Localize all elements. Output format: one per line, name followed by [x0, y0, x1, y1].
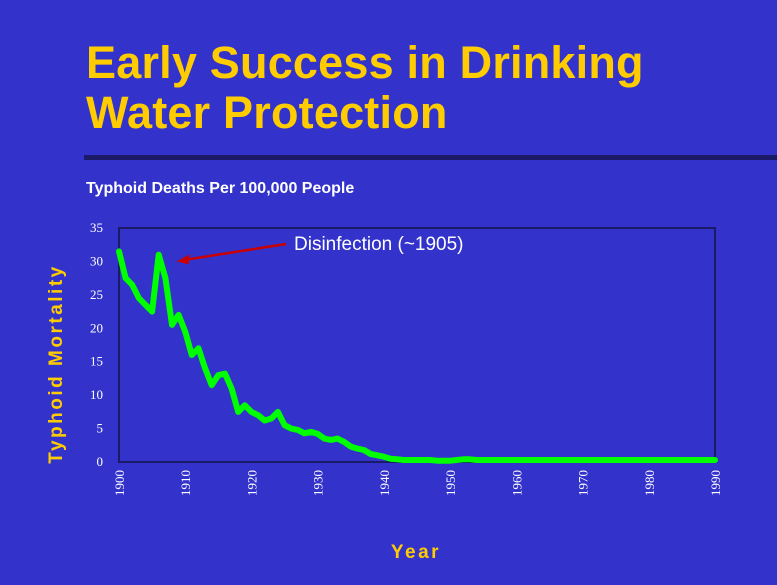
y-axis-ticks: 0 5 10 15 20 25 30 35	[90, 220, 103, 469]
x-tick-label: 1900	[112, 470, 127, 496]
plot-area	[118, 227, 716, 463]
y-tick-label: 35	[90, 220, 103, 235]
y-tick-label: 5	[97, 421, 104, 436]
slide-title-line1: Early Success in Drinking	[86, 37, 644, 88]
y-tick-label: 0	[97, 454, 104, 469]
title-divider	[84, 155, 777, 160]
annotation-text: Disinfection (~1905)	[294, 234, 464, 255]
x-tick-label: 1950	[443, 470, 458, 496]
y-tick-label: 10	[90, 387, 103, 402]
x-axis-ticks: 1900 1910 1920 1930 1940 1950 1960 1970 1980 1990	[112, 470, 723, 496]
annotation-arrow	[187, 242, 287, 261]
x-tick-label: 1920	[244, 470, 259, 496]
x-tick-label: 1970	[576, 470, 591, 496]
x-tick-label: 1960	[509, 470, 524, 496]
y-tick-label: 25	[90, 287, 103, 302]
x-axis-label: Year	[391, 542, 441, 563]
x-tick-label: 1910	[178, 470, 193, 496]
chart-subtitle: Typhoid Deaths Per 100,000 People	[86, 180, 355, 197]
x-tick-label: 1990	[708, 470, 723, 496]
series-line	[116, 248, 718, 464]
x-tick-label: 1940	[377, 470, 392, 496]
y-tick-label: 15	[90, 354, 103, 369]
annotations: Disinfection (~1905)	[176, 234, 464, 265]
x-tick-label: 1930	[311, 470, 326, 496]
annotation-arrowhead	[176, 254, 190, 265]
x-tick-label: 1980	[642, 470, 657, 496]
y-tick-label: 20	[90, 320, 103, 335]
y-tick-label: 30	[90, 253, 103, 268]
slide-title: Early Success in Drinking Water Protecti…	[86, 38, 644, 138]
y-axis-label: Typhoid Mortality	[46, 264, 67, 463]
slide-title-line2: Water Protection	[86, 87, 448, 138]
